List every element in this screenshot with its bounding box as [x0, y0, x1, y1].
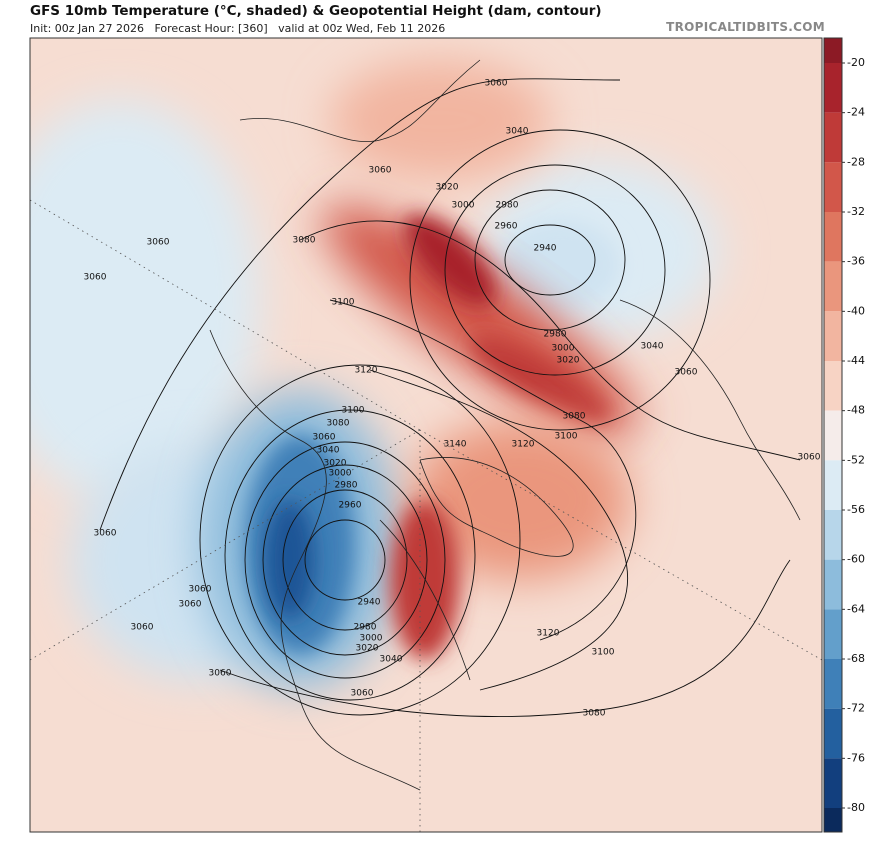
- colorbar-tick-label: -64: [847, 602, 865, 615]
- colorbar-tick-label: -56: [847, 503, 865, 516]
- contour-label: 2980: [354, 623, 377, 633]
- contour-label: 2940: [358, 598, 381, 608]
- colorbar-swatch: [824, 708, 842, 759]
- contour-label: 3060: [84, 273, 107, 283]
- brand: TROPICALTIDBITS.COM: [666, 20, 825, 34]
- contour-label: 3040: [641, 342, 664, 352]
- colorbar-tick-label: -40: [847, 304, 865, 317]
- contour-label: 3100: [342, 406, 365, 416]
- contour-label: 3000: [552, 344, 575, 354]
- contour-label: 3120: [355, 366, 378, 376]
- contour-label: 3040: [506, 127, 529, 137]
- contour-label: 3060: [313, 433, 336, 443]
- contour-label: 2960: [339, 501, 362, 511]
- colorbar-tick-label: -20: [847, 56, 865, 69]
- colorbar-tick-label: -80: [847, 801, 865, 814]
- contour-label: 3000: [452, 201, 475, 211]
- colorbar-tick-label: -52: [847, 453, 865, 466]
- contour-label: 3140: [444, 440, 467, 450]
- contour-label: 3060: [675, 368, 698, 378]
- colorbar-tick-label: -28: [847, 155, 865, 168]
- colorbar-tick-label: -68: [847, 652, 865, 665]
- contour-label: 3060: [94, 529, 117, 539]
- colorbar-tick-label: -60: [847, 553, 865, 566]
- colorbar-swatch: [824, 261, 842, 312]
- contour-label: 3060: [369, 166, 392, 176]
- contour-label: 2940: [534, 244, 557, 254]
- colorbar-swatch: [824, 510, 842, 560]
- colorbar-swatch: [824, 112, 842, 163]
- contour-label: 2980: [335, 481, 358, 491]
- contour-label: 3100: [332, 298, 355, 308]
- contour-label: 3080: [327, 419, 350, 429]
- colorbar-swatch: [824, 559, 842, 610]
- coastlines: [209, 59, 801, 791]
- contour-label: 3060: [179, 600, 202, 610]
- contour-label: 3060: [351, 689, 374, 699]
- contour-label: 2980: [544, 330, 567, 340]
- colorbar-swatch: [824, 410, 842, 461]
- colorbar-tick-label: -36: [847, 255, 865, 268]
- contour-label: 3020: [324, 459, 347, 469]
- contour-label: 3060: [131, 623, 154, 633]
- colorbar-tick-label: -48: [847, 404, 865, 417]
- colorbar-swatch: [824, 38, 842, 63]
- contour-label: 3000: [329, 469, 352, 479]
- shading: [30, 38, 822, 832]
- contour-label: 3080: [583, 709, 606, 719]
- contour-label: 3020: [436, 183, 459, 193]
- colorbar-tick-label: -44: [847, 354, 865, 367]
- colorbar-swatch: [824, 609, 842, 659]
- contour-label: 3120: [512, 440, 535, 450]
- contour-label: 3060: [485, 79, 508, 89]
- colorbar-tick-label: -76: [847, 751, 865, 764]
- contour-label: 3040: [317, 446, 340, 456]
- contour-label: 3000: [360, 634, 383, 644]
- map-frame: [29, 37, 823, 833]
- contour-label: 3080: [293, 236, 316, 246]
- colorbar-swatch: [824, 808, 842, 832]
- contour-label: 3100: [592, 648, 615, 658]
- map-title: GFS 10mb Temperature (°C, shaded) & Geop…: [30, 3, 602, 19]
- colorbar-swatch: [824, 758, 842, 808]
- colorbar-tick-label: -32: [847, 205, 865, 218]
- contour-label: 3060: [209, 669, 232, 679]
- colorbar-swatch: [824, 659, 842, 709]
- colorbar-swatch: [824, 361, 842, 411]
- colorbar-swatch: [824, 460, 842, 510]
- colorbar-frame: [823, 37, 843, 833]
- colorbar-tick-label: -72: [847, 702, 865, 715]
- contour-label: 3060: [147, 238, 170, 248]
- contour-label: 2960: [495, 222, 518, 232]
- colorbar-swatch: [824, 311, 842, 361]
- contour-label: 3060: [189, 585, 212, 595]
- meridians: [30, 199, 822, 832]
- colorbar-swatch: [824, 162, 842, 212]
- contour-label: 2980: [496, 201, 519, 211]
- contour-label: 3020: [557, 356, 580, 366]
- colorbar-swatch: [824, 63, 842, 113]
- contour-label: 3100: [555, 432, 578, 442]
- contours: [99, 78, 801, 717]
- contour-label: 3040: [380, 655, 403, 665]
- contour-label: 3060: [798, 453, 821, 463]
- colorbar: -20 -24 -28 -32 -36 -40 -44 -48 -52 -56 -60 -64 -68 -…: [823, 37, 865, 833]
- contour-label: 3080: [563, 412, 586, 422]
- colorbar-swatch: [824, 212, 842, 262]
- colorbar-tick-label: -24: [847, 106, 865, 119]
- contour-label: 3120: [537, 629, 560, 639]
- contour-label: 3020: [356, 644, 379, 654]
- map-subtitle: Init: 00z Jan 27 2026 Forecast Hour: [36…: [30, 22, 446, 35]
